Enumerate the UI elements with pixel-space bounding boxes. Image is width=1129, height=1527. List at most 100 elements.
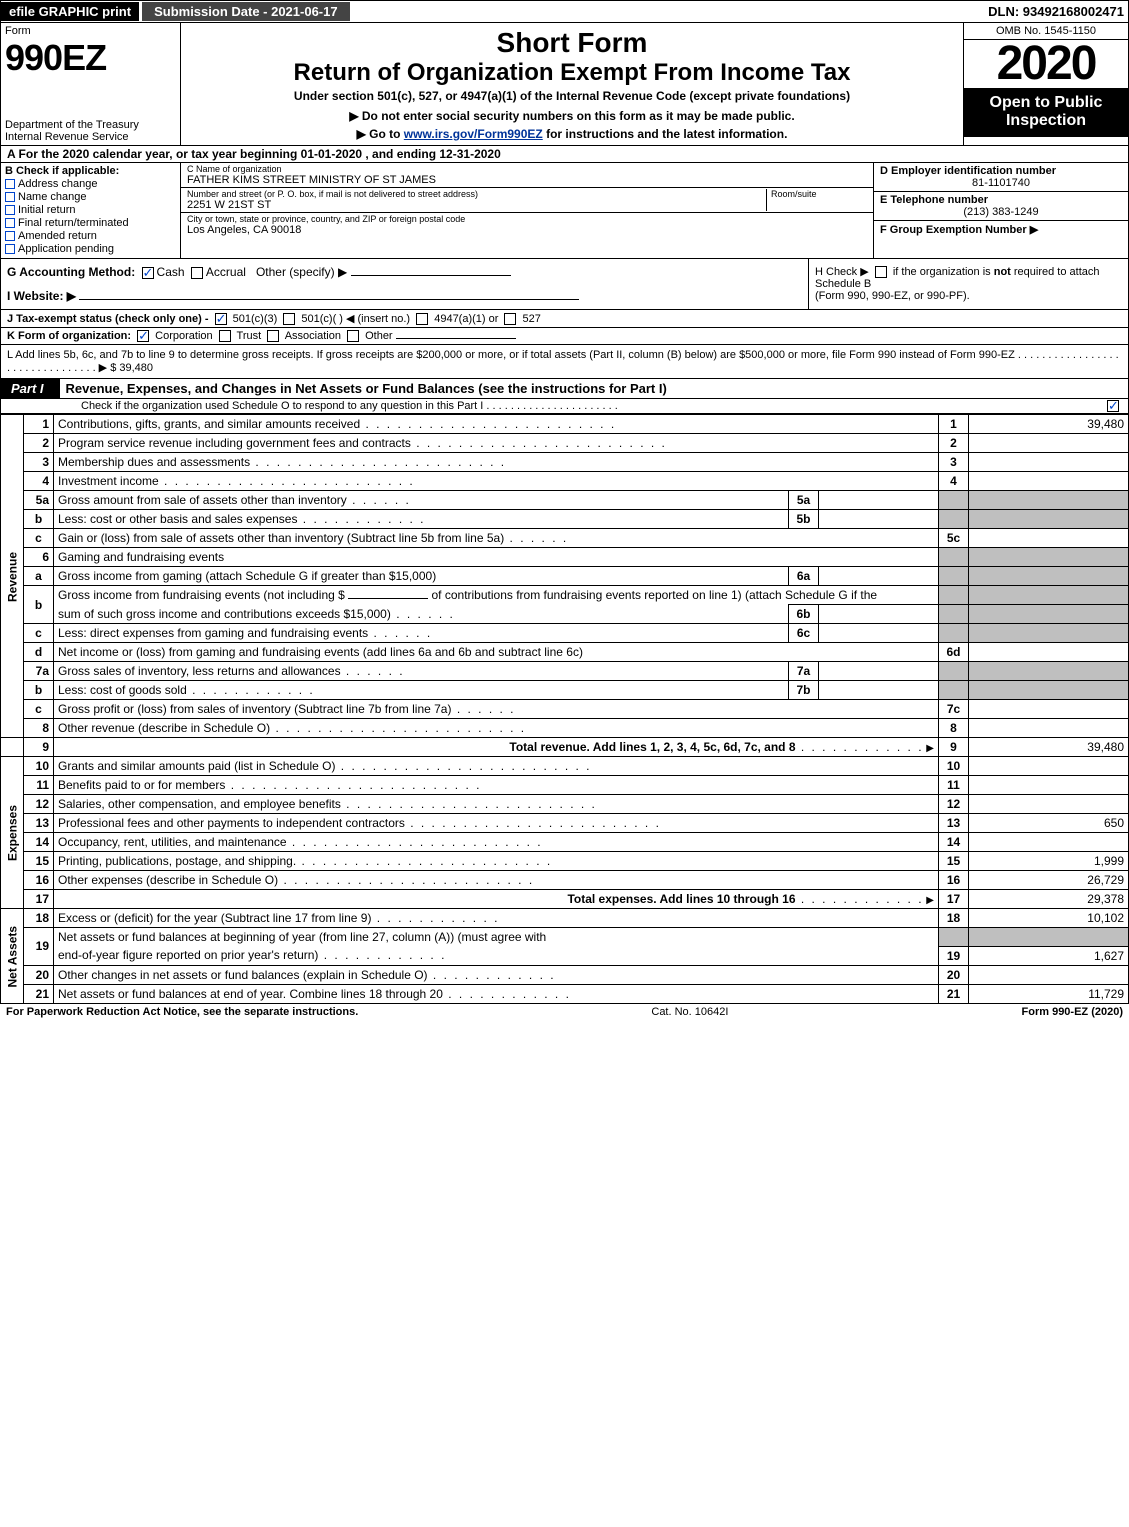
b-opt-address[interactable]: Address change (5, 178, 176, 190)
checkbox-icon[interactable] (5, 179, 15, 189)
header-title-block: Short Form Return of Organization Exempt… (181, 23, 963, 145)
return-title: Return of Organization Exempt From Incom… (189, 59, 955, 87)
part1-sub-text: Check if the organization used Schedule … (81, 400, 618, 412)
dln: DLN: 93492168002471 (988, 4, 1128, 19)
checkbox-trust[interactable] (219, 330, 231, 342)
fundraising-amount-input[interactable] (348, 598, 428, 599)
lines-table: Revenue 1 Contributions, gifts, grants, … (0, 414, 1129, 1004)
street-address: 2251 W 21ST ST (187, 199, 762, 211)
checkbox-icon[interactable] (5, 244, 15, 254)
opt-cash: Cash (157, 265, 185, 279)
line-15: 15Printing, publications, postage, and s… (1, 852, 1129, 871)
line-12: 12Salaries, other compensation, and empl… (1, 795, 1129, 814)
num-head: Number and street (or P. O. box, if mail… (187, 189, 762, 199)
footer-left: For Paperwork Reduction Act Notice, see … (6, 1006, 358, 1018)
checkbox-icon[interactable] (5, 205, 15, 215)
header-left: Form 990EZ Department of the Treasury In… (1, 23, 181, 145)
line-6b-cont: sum of such gross income and contributio… (1, 605, 1129, 624)
website-input[interactable] (79, 299, 579, 300)
line-6b: b Gross income from fundraising events (… (1, 586, 1129, 605)
line-5b: bLess: cost or other basis and sales exp… (1, 510, 1129, 529)
checkbox-accrual[interactable] (191, 267, 203, 279)
g-label: G Accounting Method: (7, 265, 135, 279)
c-address-cell: Number and street (or P. O. box, if mail… (181, 188, 873, 213)
f-head: F Group Exemption Number ▶ (880, 224, 1038, 236)
b-opt-name[interactable]: Name change (5, 191, 176, 203)
b-opt-amended[interactable]: Amended return (5, 230, 176, 242)
l-value: $ 39,480 (110, 362, 153, 374)
b-opt-initial[interactable]: Initial return (5, 204, 176, 216)
line-18: Net Assets 18Excess or (deficit) for the… (1, 909, 1129, 928)
line-9: 9Total revenue. Add lines 1, 2, 3, 4, 5c… (1, 738, 1129, 757)
g-h-row: G Accounting Method: Cash Accrual Other … (0, 259, 1129, 310)
line-14: 14Occupancy, rent, utilities, and mainte… (1, 833, 1129, 852)
opt-other: Other (specify) ▶ (256, 265, 347, 279)
f-cell: F Group Exemption Number ▶ (874, 221, 1128, 238)
line-8: 8Other revenue (describe in Schedule O) … (1, 719, 1129, 738)
b-head: B Check if applicable: (5, 165, 176, 177)
line-13: 13Professional fees and other payments t… (1, 814, 1129, 833)
desc-1: Contributions, gifts, grants, and simila… (54, 415, 939, 434)
h-col: H Check ▶ if the organization is not req… (808, 259, 1128, 309)
checkbox-501c[interactable] (283, 313, 295, 325)
revenue-side-label: Revenue (1, 415, 24, 738)
h-text4: (Form 990, 990-EZ, or 990-PF). (815, 290, 970, 302)
open-public-inspection: Open to Public Inspection (964, 88, 1128, 137)
g-col: G Accounting Method: Cash Accrual Other … (1, 259, 808, 309)
checkbox-schedule-o[interactable] (1107, 400, 1119, 412)
other-specify-input[interactable] (351, 275, 511, 276)
line-1: Revenue 1 Contributions, gifts, grants, … (1, 415, 1129, 434)
city-head: City or town, state or province, country… (187, 214, 867, 224)
checkbox-4947[interactable] (416, 313, 428, 325)
h-text1: H Check ▶ (815, 266, 869, 278)
checkbox-assoc[interactable] (267, 330, 279, 342)
c-city-cell: City or town, state or province, country… (181, 213, 873, 237)
header-right: OMB No. 1545-1150 2020 Open to Public In… (963, 23, 1128, 145)
tax-year: 2020 (964, 40, 1128, 88)
under-section-text: Under section 501(c), 527, or 4947(a)(1)… (189, 89, 955, 103)
checkbox-501c3[interactable] (215, 313, 227, 325)
checkbox-icon[interactable] (5, 231, 15, 241)
footer-right: Form 990-EZ (2020) (1022, 1006, 1123, 1018)
line-21: 21Net assets or fund balances at end of … (1, 984, 1129, 1003)
b-opt-pending[interactable]: Application pending (5, 243, 176, 255)
top-bar: efile GRAPHIC print Submission Date - 20… (0, 0, 1129, 23)
checkbox-h[interactable] (875, 266, 887, 278)
org-name: FATHER KIMS STREET MINISTRY OF ST JAMES (187, 174, 867, 186)
line-19: 19Net assets or fund balances at beginni… (1, 928, 1129, 947)
j-o1: 501(c)(3) (230, 313, 281, 325)
checkbox-corp[interactable] (137, 330, 149, 342)
h-not: not (994, 266, 1011, 278)
d-head: D Employer identification number (880, 165, 1122, 177)
line-3: 3Membership dues and assessments 3 (1, 453, 1129, 472)
j-row: J Tax-exempt status (check only one) - 5… (0, 310, 1129, 328)
line-5c: cGain or (loss) from sale of assets othe… (1, 529, 1129, 548)
part1-title: Revenue, Expenses, and Changes in Net As… (60, 379, 673, 398)
b-opt-final[interactable]: Final return/terminated (5, 217, 176, 229)
e-cell: E Telephone number (213) 383-1249 (874, 192, 1128, 221)
telephone-value: (213) 383-1249 (880, 206, 1122, 218)
rnum-1: 1 (939, 415, 969, 434)
j-o2: 501(c)( ) ◀ (insert no.) (298, 313, 413, 325)
j-o4: 527 (519, 313, 540, 325)
irs-link[interactable]: www.irs.gov/Form990EZ (404, 127, 543, 141)
checkbox-other[interactable] (347, 330, 359, 342)
k-row: K Form of organization: Corporation Trus… (0, 328, 1129, 345)
line-20: 20Other changes in net assets or fund ba… (1, 965, 1129, 984)
k-other-input[interactable] (396, 338, 516, 339)
checkbox-icon[interactable] (5, 218, 15, 228)
rval-1: 39,480 (969, 415, 1129, 434)
line-6c: cLess: direct expenses from gaming and f… (1, 624, 1129, 643)
c-head: C Name of organization (187, 164, 867, 174)
checkbox-527[interactable] (504, 313, 516, 325)
checkbox-icon[interactable] (5, 192, 15, 202)
line-5a: 5aGross amount from sale of assets other… (1, 491, 1129, 510)
checkbox-cash[interactable] (142, 267, 154, 279)
efile-print-label[interactable]: efile GRAPHIC print (1, 2, 139, 21)
opt-accrual: Accrual (206, 265, 246, 279)
do-not-enter-text: ▶ Do not enter social security numbers o… (189, 109, 955, 123)
expenses-side-label: Expenses (1, 757, 24, 909)
j-label: J Tax-exempt status (check only one) - (7, 313, 212, 325)
submission-date: Submission Date - 2021-06-17 (141, 1, 351, 22)
line-6a: aGross income from gaming (attach Schedu… (1, 567, 1129, 586)
